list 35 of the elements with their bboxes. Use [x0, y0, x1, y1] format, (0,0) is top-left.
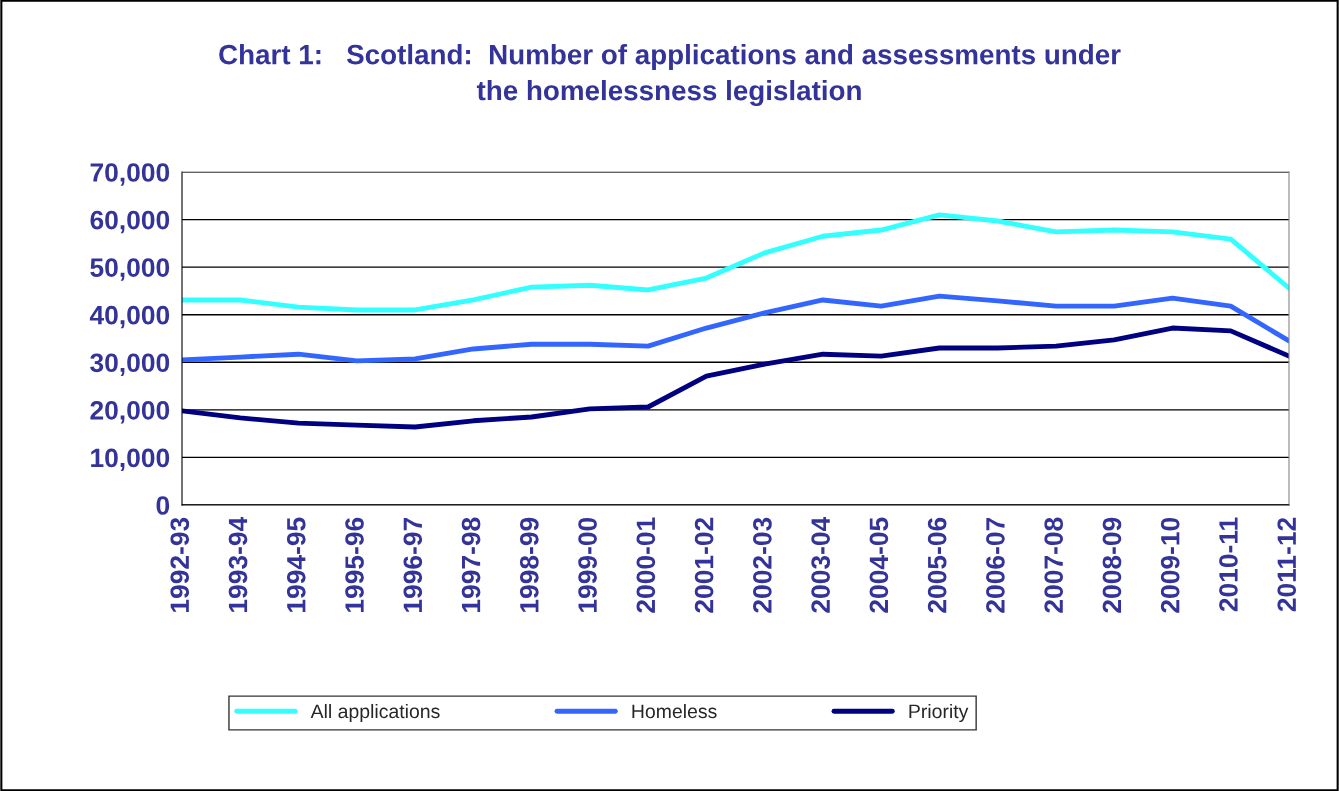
x-tick-label: 1994-95 — [286, 517, 306, 612]
x-tick-label: 2001-02 — [694, 517, 714, 613]
x-tick-label: 1993-94 — [228, 516, 248, 612]
x-tick-label: 2007-08 — [1044, 517, 1064, 613]
x-tick-label: 1995-96 — [345, 517, 364, 612]
x-tick-label: 2002-03 — [753, 517, 772, 613]
x-tick-label: 1999-00 — [578, 517, 597, 612]
line-series — [182, 325, 1289, 430]
y-tick-label: 20,000 — [90, 400, 170, 424]
line-series — [182, 293, 1289, 364]
x-tick-label: 2004-05 — [869, 517, 889, 613]
legend-label: Homeless — [632, 703, 717, 719]
x-tick-label: 1992-93 — [170, 517, 190, 612]
x-tick-label: 2011-12 — [1277, 517, 1297, 612]
x-tick-label: 2009-10 — [1160, 517, 1180, 613]
x-tick-label: 2010-11 — [1219, 517, 1238, 612]
y-tick-label: 10,000 — [91, 448, 170, 472]
line-series — [182, 212, 1289, 313]
legend-label: Priority — [909, 703, 969, 723]
x-tick-label: 1996-97 — [403, 517, 423, 612]
x-tick-label: 2008-09 — [1102, 517, 1122, 613]
x-tick-label: 2000-01 — [636, 517, 656, 613]
x-tick-label: 2003-04 — [811, 516, 831, 613]
chart-title: Chart 1: Scotland: Number of applications and assessments under the homelessness legislation — [219, 44, 1121, 106]
y-tick-label: 50,000 — [90, 258, 170, 281]
x-tick-label: 1998-99 — [519, 517, 539, 612]
y-tick-label: 40,000 — [89, 305, 170, 329]
y-tick-label: 70,000 — [90, 163, 170, 186]
y-tick-label: 30,000 — [90, 353, 170, 376]
legend-label: All applications — [310, 703, 440, 723]
x-tick-label: 2006-07 — [986, 517, 1005, 613]
x-tick-label: 2005-06 — [927, 517, 947, 613]
x-tick-label: 1997-98 — [461, 517, 481, 612]
y-tick-label: 60,000 — [90, 210, 170, 234]
y-tick-label: 0 — [156, 496, 170, 515]
